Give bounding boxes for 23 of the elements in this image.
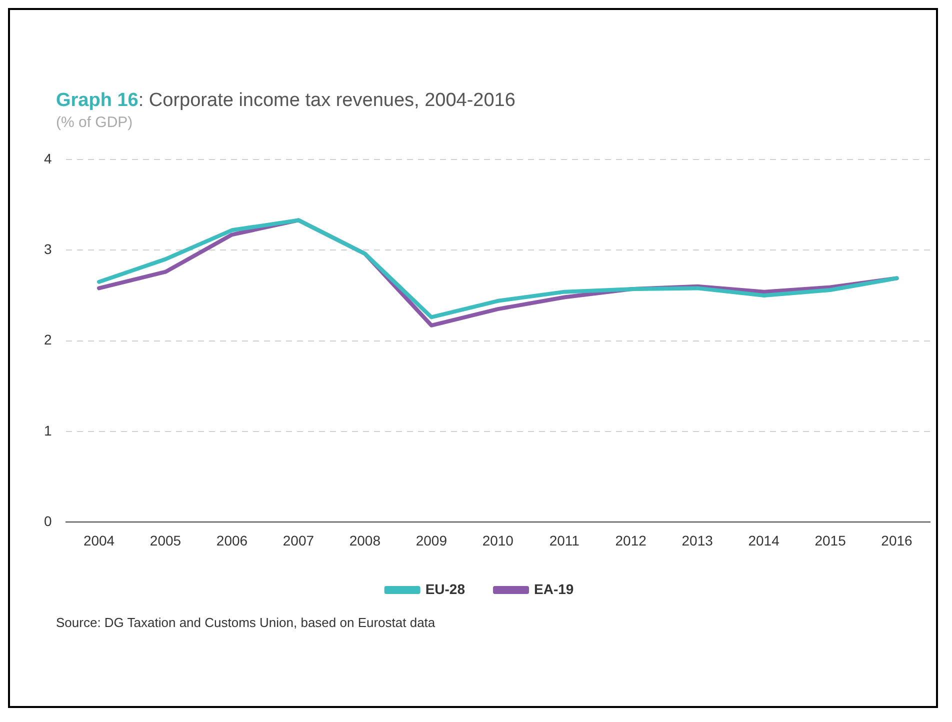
x-tick-label: 2006 (216, 532, 248, 548)
legend-label: EU-28 (425, 580, 466, 597)
x-tick-label: 2015 (814, 532, 846, 548)
y-tick-label: 2 (44, 332, 52, 348)
y-tick-label: 3 (44, 240, 52, 257)
x-tick-label: 2007 (282, 532, 314, 548)
x-tick-label: 2012 (615, 532, 647, 548)
chart-title: Graph 16: Corporate income tax revenues, 2004-2016 (56, 90, 516, 112)
chart-subtitle: (% of GDP) (56, 114, 134, 131)
x-tick-label: 2010 (482, 532, 514, 548)
y-tick-label: 1 (44, 422, 52, 438)
x-tick-label: 2009 (416, 532, 448, 548)
y-tick-label: 4 (44, 150, 52, 166)
legend-label: EA-19 (534, 580, 574, 597)
x-tick-label: 2011 (549, 532, 580, 548)
source-note: Source: DG Taxation and Customs Union, based on Eurostat data (55, 615, 436, 630)
x-tick-label: 2014 (748, 532, 780, 548)
x-tick-label: 2008 (349, 532, 381, 548)
x-tick-label: 2016 (881, 532, 913, 548)
x-tick-label: 2013 (682, 532, 714, 548)
x-tick-label: 2004 (83, 532, 115, 548)
y-tick-label: 0 (44, 513, 52, 530)
x-tick-label: 2005 (150, 532, 182, 548)
